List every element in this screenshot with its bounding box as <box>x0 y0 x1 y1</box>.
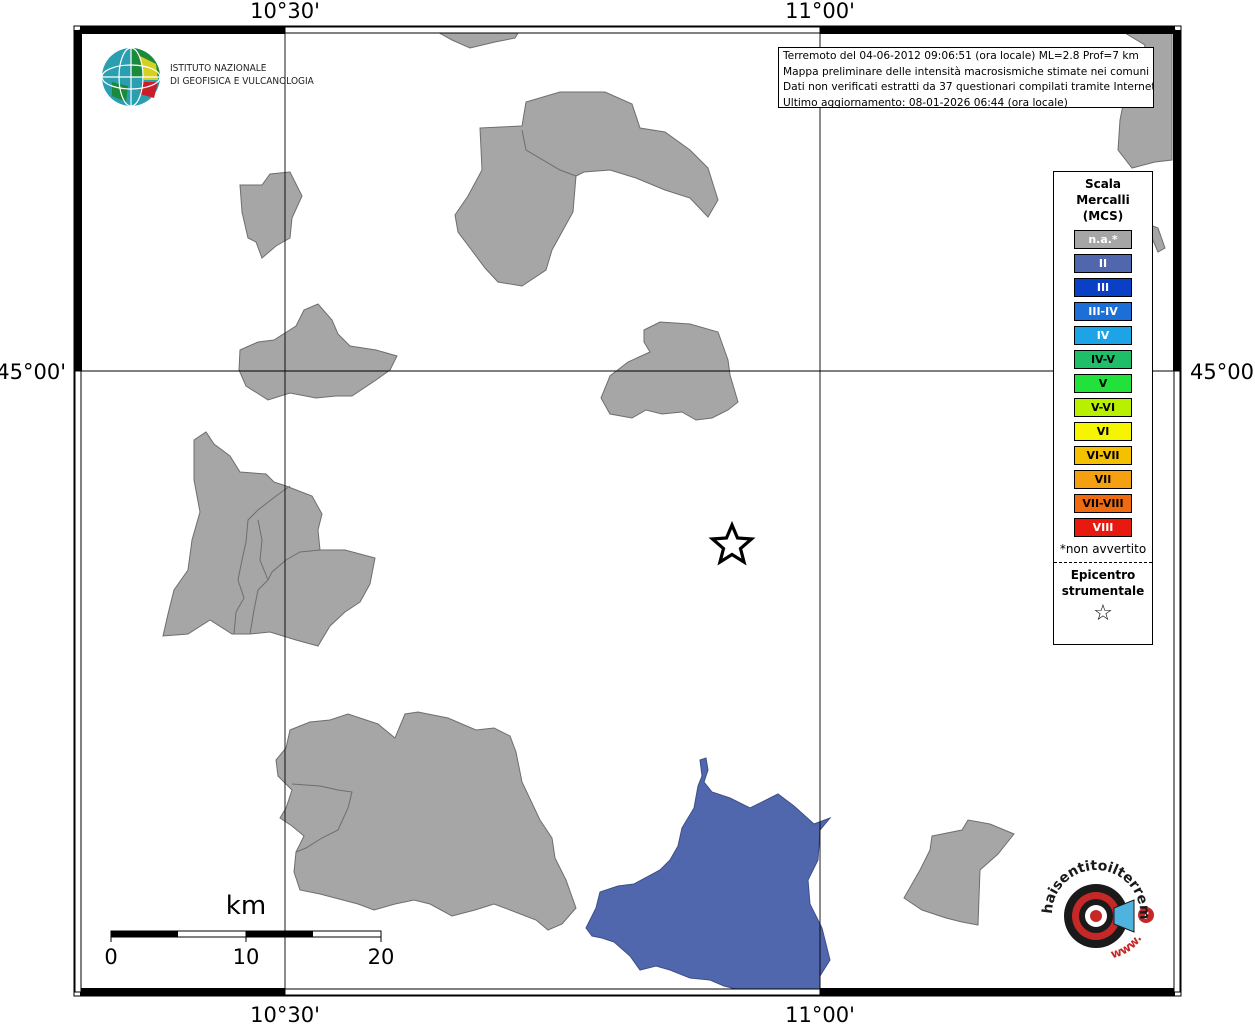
lon-label-bottom-1100: 11°00' <box>785 1003 855 1024</box>
municipality-west-mid <box>238 303 398 401</box>
scale-bar: km 0 10 20 <box>104 891 394 969</box>
svg-text:?: ? <box>1143 909 1149 922</box>
municipality-west-inner-lines <box>233 485 321 635</box>
municipality-northwest-small <box>239 171 303 259</box>
lon-label-top-1030: 10°30' <box>250 0 320 23</box>
info-line-3: Dati non verificati estratti da 37 quest… <box>783 81 1154 93</box>
lon-label-top-1100: 11°00' <box>785 0 855 23</box>
scale-tick-0: 0 <box>104 945 117 969</box>
legend-item-vii-viii: VII-VIII <box>1074 494 1132 513</box>
megaphone-icon <box>1113 899 1135 933</box>
ingv-name: ISTITUTO NAZIONALE DI GEOFISICA E VULCAN… <box>170 62 314 88</box>
municipality-southeast <box>903 819 1015 926</box>
info-line-1: Terremoto del 04-06-2012 09:06:51 (ora l… <box>783 50 1139 62</box>
globe-icon <box>101 47 161 107</box>
ingv-name-line2: DI GEOFISICA E VULCANOLOGIA <box>170 76 314 87</box>
legend-item-viii: VIII <box>1074 518 1132 537</box>
municipality-south-west-inner-line <box>291 783 353 853</box>
hst-watermark-logo: ? haisentitoilterremoto.it www. <box>1030 852 1154 961</box>
ingv-logo: ISTITUTO NAZIONALE DI GEOFISICA E VULCAN… <box>100 46 320 110</box>
legend-epicenter-label: Epicentro strumentale <box>1061 568 1145 598</box>
legend-item-v: V <box>1074 374 1132 393</box>
legend-title: Scala Mercalli (MCS) <box>1076 177 1130 223</box>
legend-star-icon: ☆ <box>1093 601 1113 626</box>
municipality-north-inner-line <box>521 129 577 177</box>
lon-label-bottom-1030: 10°30' <box>250 1003 320 1024</box>
legend-item-iii: III <box>1074 278 1132 297</box>
ingv-name-line1: ISTITUTO NAZIONALE <box>170 63 267 74</box>
epicenter-star-icon <box>708 520 756 566</box>
scale-tick-10: 10 <box>233 945 260 969</box>
legend-note: *non avvertito <box>1059 542 1147 556</box>
scale-tick-20: 20 <box>368 945 395 969</box>
legend-item-iv: IV <box>1074 326 1132 345</box>
lat-label-right-4500: 45°00' <box>1190 360 1255 384</box>
legend-item-iv-v: IV-V <box>1074 350 1132 369</box>
mcs-legend: Scala Mercalli (MCS) n.a.* II III III-IV IV I… <box>1053 171 1153 645</box>
municipality-south-west-large <box>275 711 577 931</box>
legend-separator <box>1054 562 1152 563</box>
legend-item-ii: II <box>1074 254 1132 273</box>
legend-item-n-a: n.a.* <box>1074 230 1132 249</box>
info-line-2: Mappa preliminare delle intensità macros… <box>783 65 1150 78</box>
legend-item-v-vi: V-VI <box>1074 398 1132 417</box>
map-frame <box>73 25 1182 997</box>
lat-label-left-4500: 45°00' <box>0 360 66 384</box>
question-icon <box>1138 907 1154 923</box>
legend-items: n.a.* II III III-IV IV IV-V V V-VI VI VI-VII VII VI… <box>1054 230 1152 537</box>
graticule <box>80 30 1175 992</box>
legend-item-vi: VI <box>1074 422 1132 441</box>
legend-item-vii: VII <box>1074 470 1132 489</box>
legend-item-iii-iv: III-IV <box>1074 302 1132 321</box>
municipality-west-large <box>162 431 376 647</box>
legend-item-vi-vii: VI-VII <box>1074 446 1132 465</box>
info-line-4: Ultimo aggiornamento: 08-01-2026 06:44 (… <box>783 96 1068 108</box>
earthquake-info-box: Terremoto del 04-06-2012 09:06:51 (ora l… <box>778 47 1154 108</box>
municipality-north-center <box>454 91 719 287</box>
scale-unit-label: km <box>226 891 266 921</box>
